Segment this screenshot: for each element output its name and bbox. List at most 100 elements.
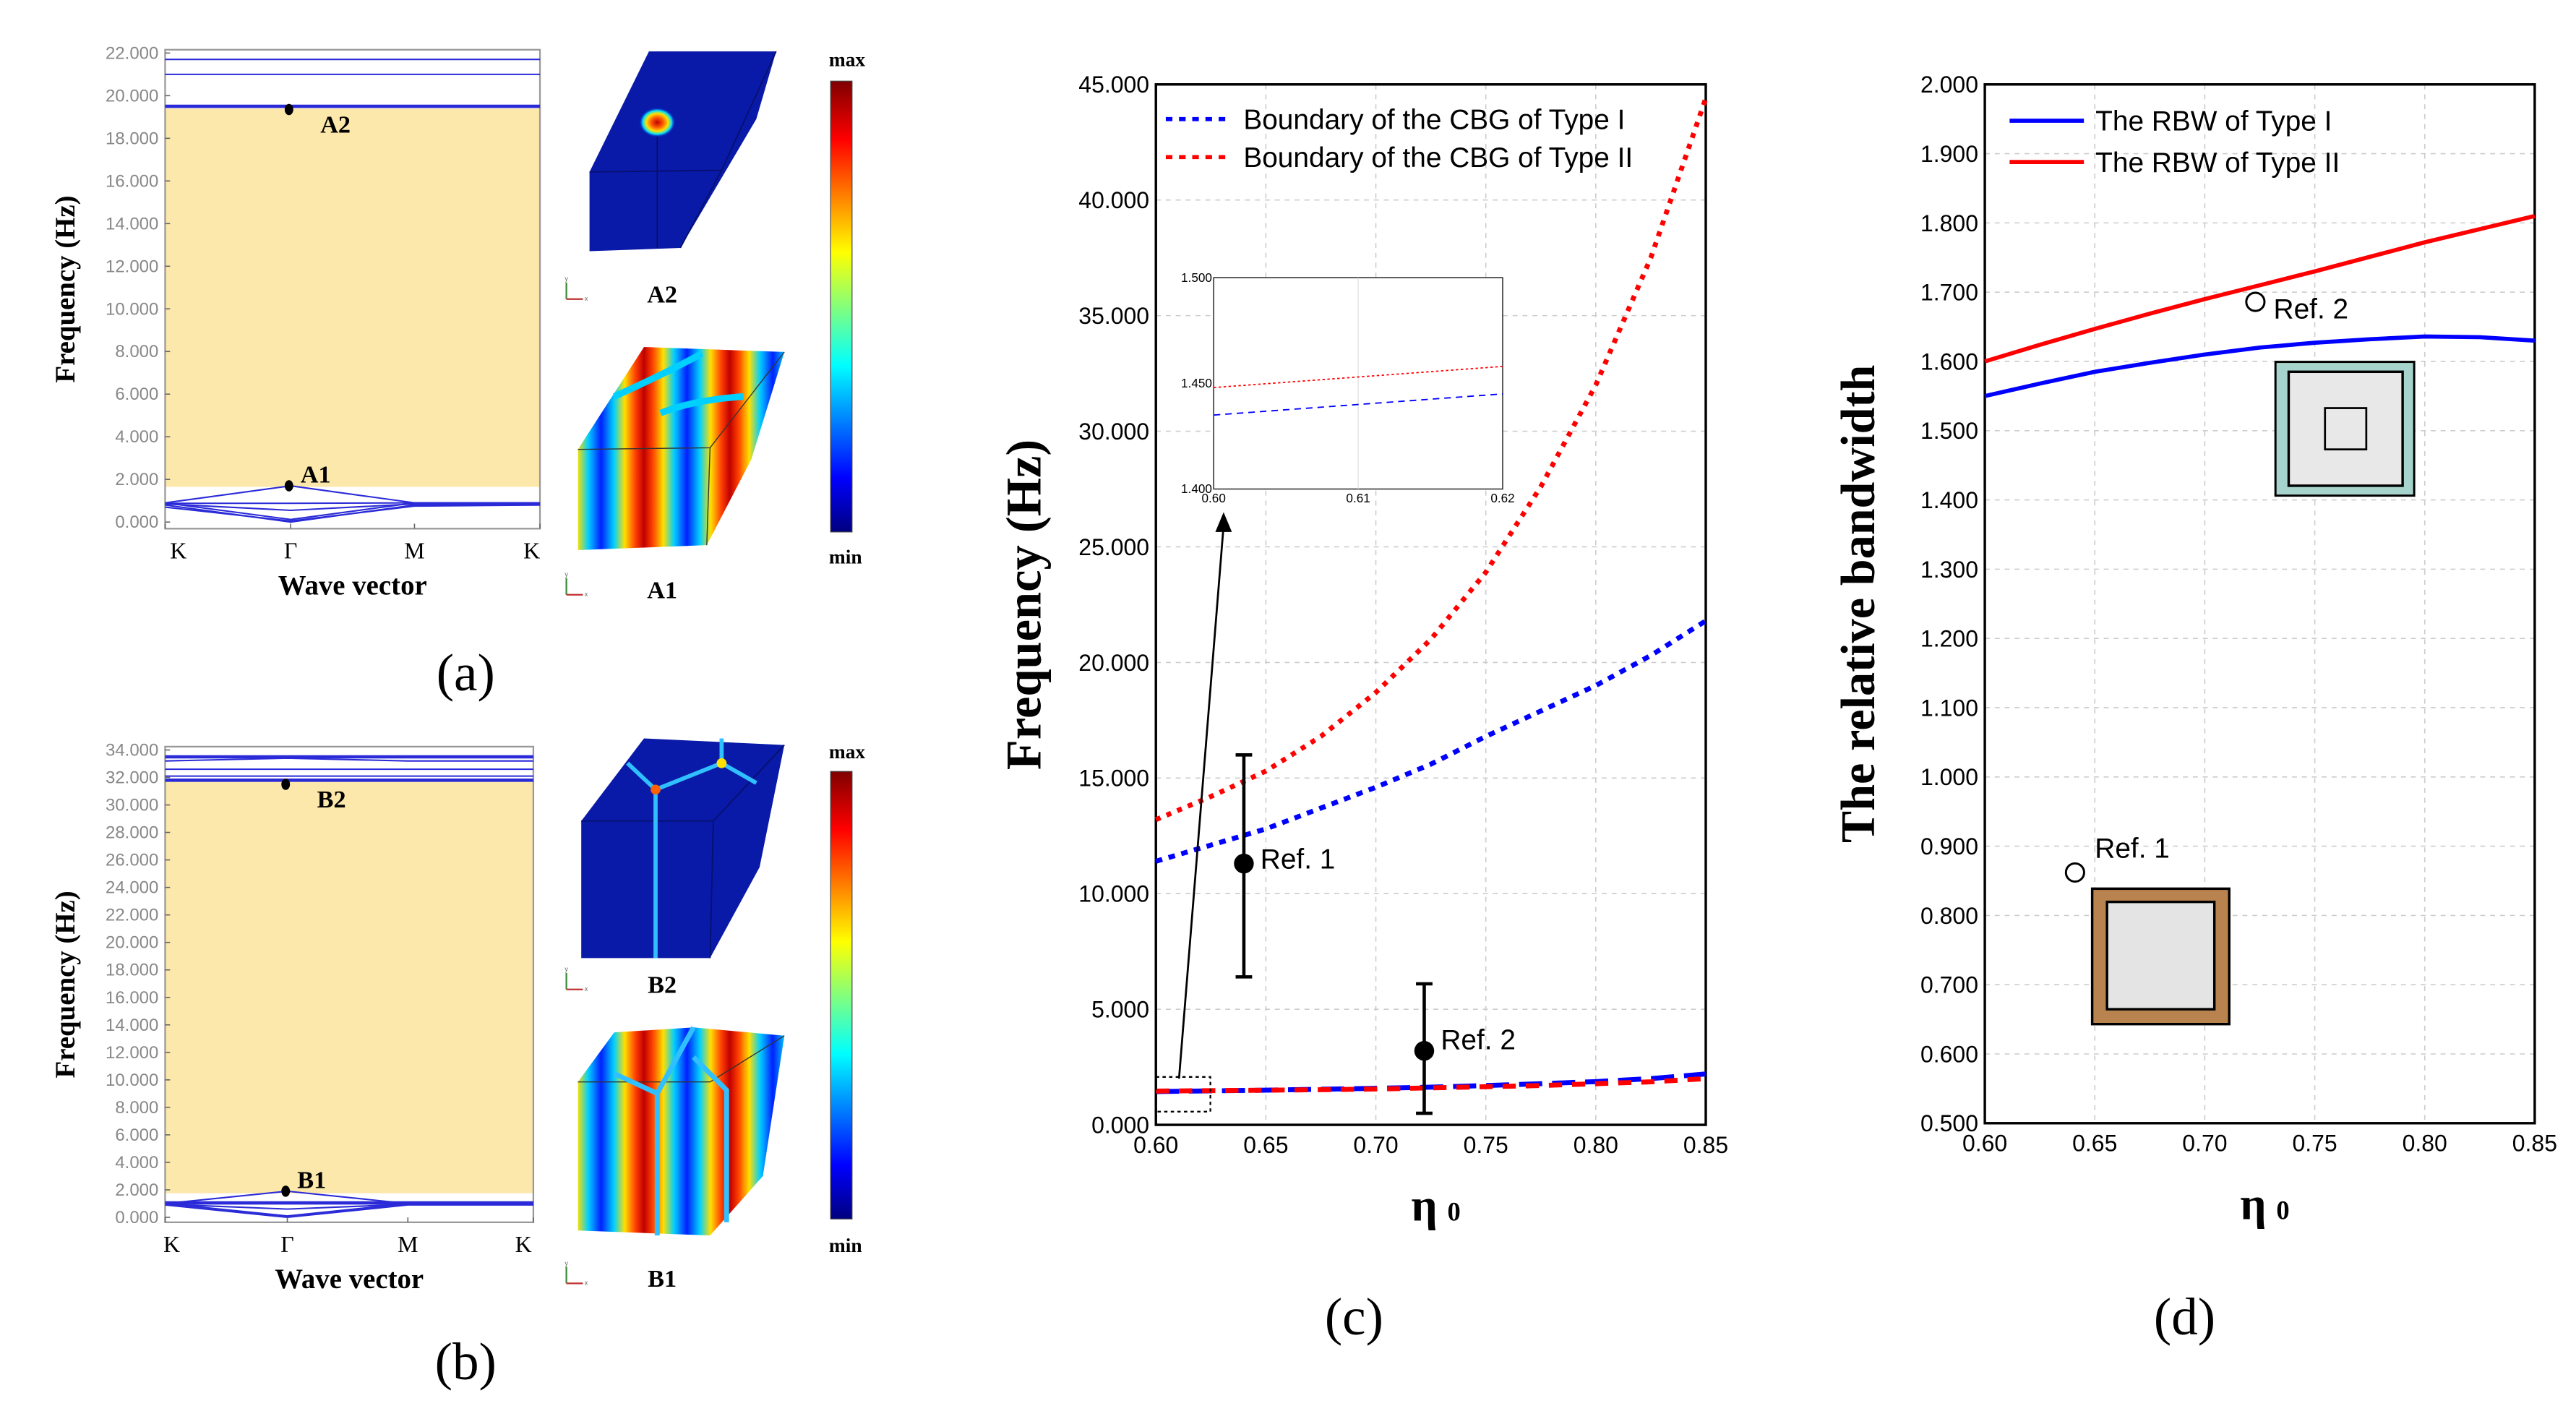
x-tick-label: K	[163, 1232, 180, 1257]
x-tick-label: K	[523, 538, 540, 563]
y-tick-label: 2.000	[115, 470, 158, 489]
band-line	[165, 1204, 533, 1219]
inset-y-tick-label: 1.500	[1181, 270, 1212, 285]
band-line	[165, 502, 541, 505]
inset-chart: 0.60 0.61 0.62 1.400 1.450 1.500	[1181, 270, 1515, 505]
y-tick-label: 5.000	[1091, 997, 1149, 1023]
plot-frame	[164, 48, 541, 530]
band-line	[165, 504, 541, 522]
axis-triad-icon: yx	[564, 966, 588, 993]
mode-shape-label: A2	[647, 280, 677, 308]
colorbar-max-label: max	[829, 49, 866, 71]
x-tick-label: M	[404, 538, 424, 563]
plot-frame	[1154, 83, 1707, 1126]
y-tick-label: 32.000	[106, 768, 158, 788]
x-tick-label: 0.60	[1133, 1132, 1178, 1158]
core	[2324, 407, 2368, 451]
inset-y-tick-label: 1.400	[1181, 481, 1212, 496]
inset-x-tick-label: 0.62	[1490, 491, 1514, 505]
mode-point-a2	[284, 103, 293, 116]
reference-point	[1234, 853, 1254, 874]
y-tick-label: 1.400	[1920, 487, 1978, 513]
zoom-arrow	[1177, 525, 1225, 1079]
y-tick-label: 20.000	[106, 933, 158, 953]
colorbar-min-label: min	[829, 546, 862, 567]
reference-point	[1414, 1041, 1435, 1061]
colorbar-max-label: max	[829, 741, 866, 763]
mode-shape-label: A1	[647, 576, 677, 604]
x-tick-label: 0.60	[1962, 1131, 2007, 1157]
legend-label: Boundary of the CBG of Type II	[1243, 142, 1633, 173]
y-axis-title: Frequency (Hz)	[50, 195, 81, 382]
reference-label: Ref. 2	[1441, 1024, 1516, 1055]
panel-label: (b)	[435, 1332, 497, 1391]
x-tick-label: 0.70	[2182, 1131, 2227, 1157]
y-tick-label: 1.100	[1920, 695, 1978, 721]
triad-x-label: x	[585, 1279, 588, 1287]
mode-point-label: A2	[320, 111, 351, 139]
mode-shape-label: B2	[648, 971, 677, 998]
x-axis-title-subscript: 0	[2276, 1195, 2289, 1225]
triad-x-label: x	[585, 591, 588, 598]
series-1-lower-boundary	[1156, 1071, 1706, 1094]
y-tick-label: 0.900	[1920, 833, 1978, 859]
inset-series-type1	[1214, 393, 1503, 416]
x-tick-label: 0.85	[2512, 1131, 2557, 1157]
y-tick-label: 0.000	[115, 1208, 158, 1227]
y-tick-label: 2.000	[115, 1180, 158, 1200]
y-tick-label: 22.000	[106, 43, 158, 63]
y-tick-label: 24.000	[106, 878, 158, 898]
series-1-upper-boundary	[1155, 618, 1707, 864]
y-tick-label: 10.000	[106, 299, 158, 319]
reference-label: Ref. 1	[2095, 833, 2170, 864]
y-tick-label: 34.000	[106, 740, 158, 760]
y-tick-label: 2.000	[1920, 72, 1978, 98]
y-axis-title: Frequency (Hz)	[50, 891, 81, 1078]
series-rbw-type-2	[1984, 214, 2536, 364]
plot-frame	[1983, 83, 2536, 1125]
y-tick-label: 16.000	[106, 988, 158, 1008]
panel-label: (a)	[437, 643, 495, 702]
bandgap-region	[165, 108, 541, 487]
legend-label: The RBW of Type I	[2095, 106, 2332, 137]
y-tick-label: 1.300	[1920, 557, 1978, 583]
mode-shape-a2-image	[589, 51, 777, 252]
x-tick-label: 0.70	[1353, 1132, 1398, 1158]
y-tick-label: 1.000	[1920, 764, 1978, 790]
y-tick-label: 15.000	[1078, 766, 1149, 792]
y-axis-title: The relative bandwidth	[1832, 365, 1885, 843]
triad-x-label: x	[585, 295, 588, 302]
panel-label: (c)	[1325, 1287, 1383, 1346]
x-axis-title: η	[2240, 1178, 2266, 1229]
reference-point	[2064, 862, 2085, 883]
y-tick-label: 12.000	[106, 1043, 158, 1063]
legend-label: Boundary of the CBG of Type I	[1243, 104, 1625, 135]
y-tick-label: 0.800	[1920, 903, 1978, 929]
y-tick-label: 0.500	[1920, 1110, 1978, 1136]
panel-d-bandwidth-chart: 0.60 0.65 0.70 0.75 0.80 0.85 0.500 0.600 0.700 0…	[1832, 72, 2557, 1346]
panel-label: (d)	[2154, 1287, 2215, 1346]
colorbar-min-label: min	[829, 1235, 862, 1256]
colorbar-a	[830, 80, 853, 533]
y-tick-label: 1.800	[1920, 210, 1978, 236]
arrow-head-icon	[1215, 512, 1232, 532]
y-tick-label: 18.000	[106, 129, 158, 148]
axis-triad-icon: yx	[564, 1259, 588, 1286]
y-tick-label: 14.000	[106, 214, 158, 233]
y-tick-label: 12.000	[106, 257, 158, 276]
x-tick-label: 0.65	[2072, 1131, 2117, 1157]
mode-shape-b1-image	[578, 1026, 785, 1236]
x-tick-label: Γ	[284, 538, 297, 563]
mode-point-label: A1	[301, 460, 331, 488]
y-tick-label: 4.000	[115, 427, 158, 447]
reference-label: Ref. 2	[2274, 293, 2349, 325]
mode-point-a1	[284, 480, 293, 492]
colorbar-b	[830, 771, 853, 1219]
reference-label: Ref. 1	[1261, 844, 1336, 875]
y-tick-label: 45.000	[1078, 72, 1149, 98]
y-tick-label: 1.200	[1920, 626, 1978, 652]
x-tick-label: 0.75	[2292, 1131, 2337, 1157]
y-tick-label: 20.000	[106, 86, 158, 106]
mode-point-label: B1	[297, 1166, 326, 1193]
